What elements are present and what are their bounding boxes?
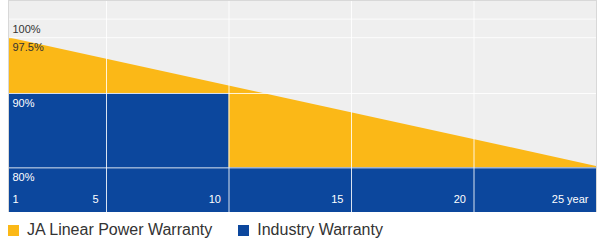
svg-text:100%: 100% bbox=[13, 23, 41, 35]
html-text:JA Linear Power Warranty: JA Linear Power Warranty bbox=[27, 221, 213, 238]
svg-text:15: 15 bbox=[331, 193, 343, 205]
svg-text:25 year: 25 year bbox=[552, 193, 589, 205]
svg-text:90%: 90% bbox=[13, 97, 35, 109]
html-text:Industry Warranty: Industry Warranty bbox=[257, 221, 383, 238]
svg-text:10: 10 bbox=[209, 193, 221, 205]
svg-text:20: 20 bbox=[454, 193, 466, 205]
svg-text:1: 1 bbox=[13, 193, 19, 205]
svg-text:5: 5 bbox=[92, 193, 98, 205]
svg-text:80%: 80% bbox=[13, 171, 35, 183]
svg-text:97.5%: 97.5% bbox=[13, 41, 44, 53]
